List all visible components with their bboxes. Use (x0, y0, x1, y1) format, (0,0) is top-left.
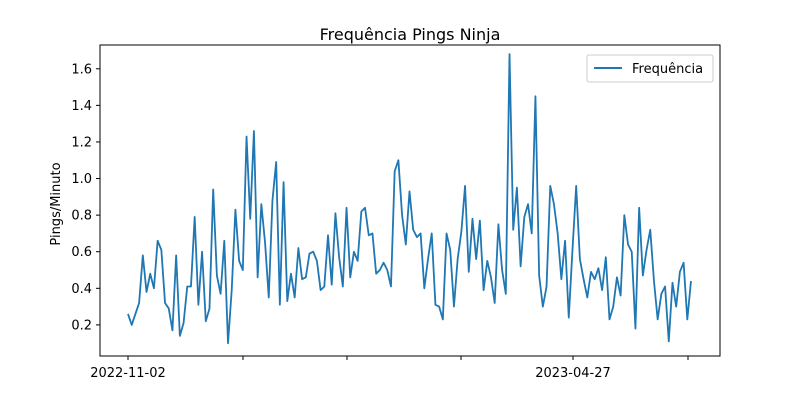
legend-label: Frequência (632, 62, 703, 77)
plot-frame (99, 44, 721, 357)
x-tick-label: 2022-11-02 (90, 366, 166, 381)
y-tick-label: 0.8 (71, 209, 92, 224)
y-tick-label: 0.6 (71, 245, 92, 260)
y-tick-label: 1.6 (71, 62, 92, 77)
plot-area (99, 44, 721, 357)
series-line (127, 53, 692, 345)
y-axis-ticks: 0.2 0.4 0.6 0.8 1.0 1.2 1.4 1.6 (71, 62, 100, 333)
chart-title: Frequência Pings Ninja (320, 25, 501, 44)
y-tick-label: 1.2 (71, 135, 92, 150)
legend: Frequência (586, 54, 714, 83)
y-tick-label: 0.2 (71, 318, 92, 333)
y-tick-label: 1.4 (71, 99, 92, 114)
legend-box (586, 54, 714, 83)
x-axis-ticks: 2022-11-02 2023-04-27 (90, 356, 689, 381)
x-tick-label: 2023-04-27 (535, 366, 611, 381)
y-tick-label: 0.4 (71, 282, 92, 297)
y-tick-label: 1.0 (71, 172, 92, 187)
y-axis-label: Pings/Minuto (49, 162, 64, 245)
